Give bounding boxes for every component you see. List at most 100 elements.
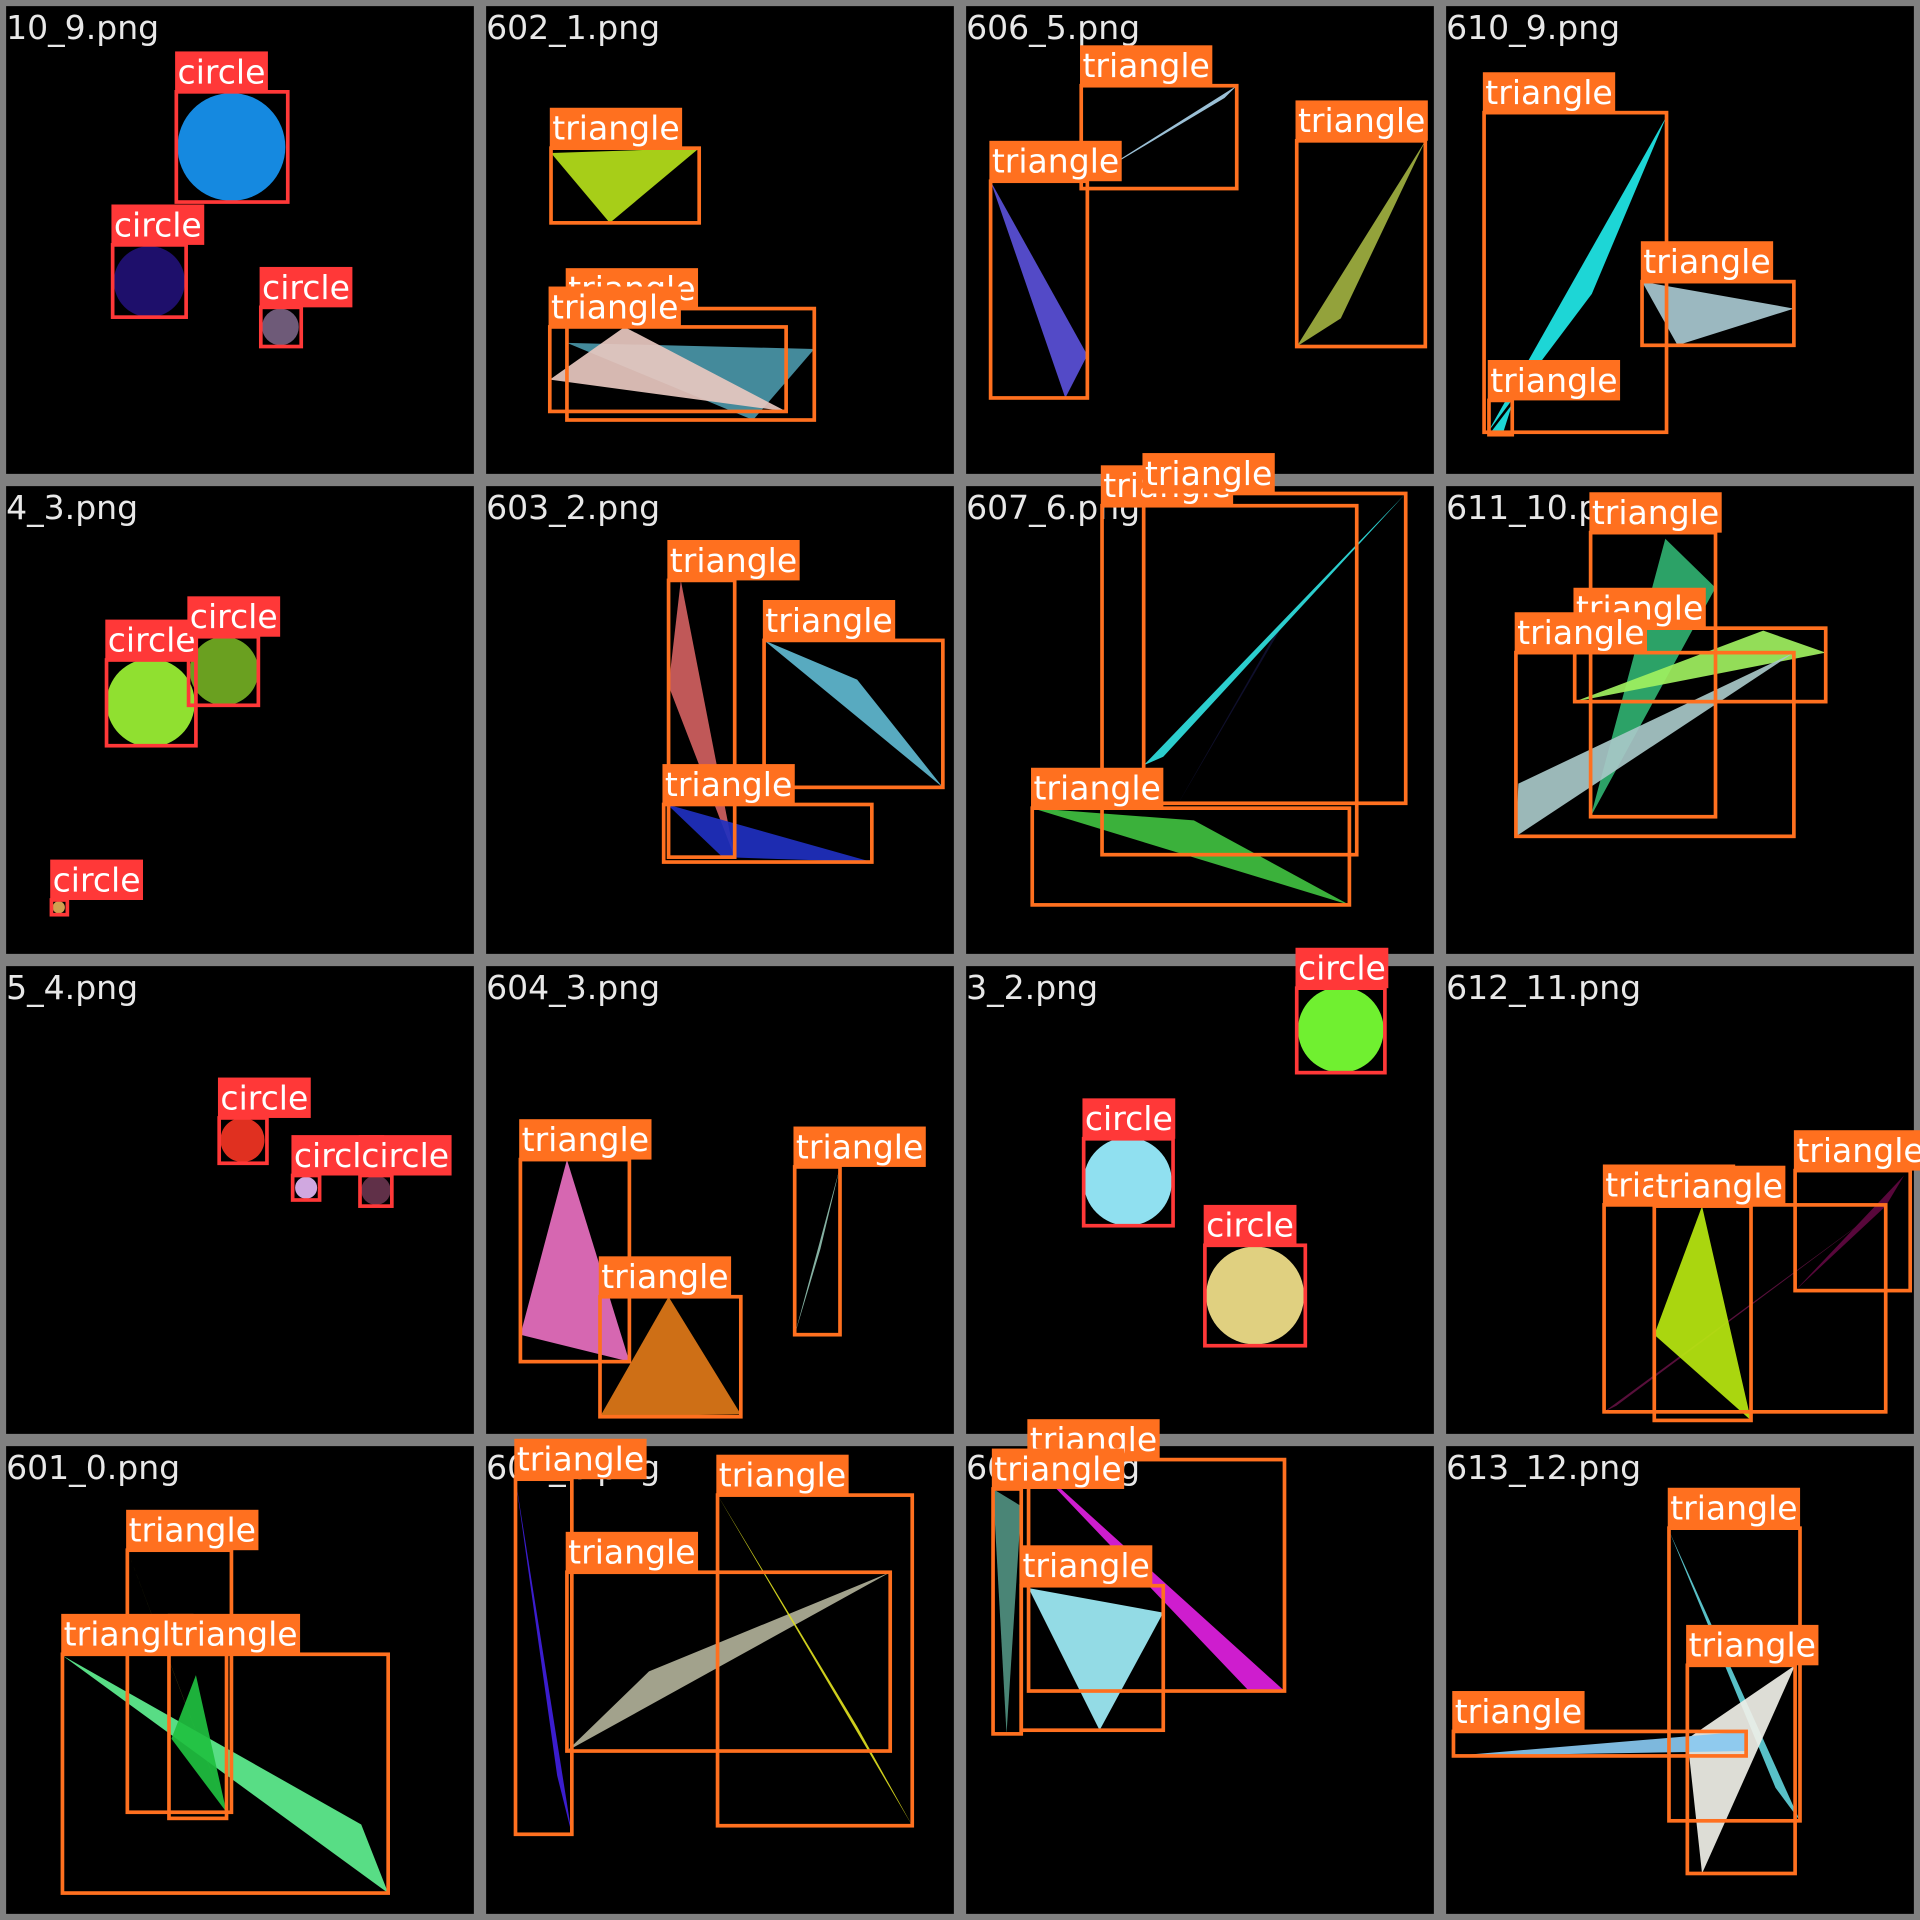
file-name: 613_12.png [1446,1448,1641,1487]
label-background [1653,1165,1786,1207]
detection-label: circle [114,205,202,244]
detection-label: triangle [1517,613,1644,652]
triangle-shape [1028,1459,1285,1692]
label-background [548,286,681,327]
label-background [991,1448,1125,1489]
detection-label: circle [1206,1206,1294,1245]
label-background [1142,453,1275,494]
detection-label: triangle [1485,73,1612,112]
triangle-shape [1604,1204,1886,1412]
label-background [105,619,199,660]
triangle-shape [794,1166,840,1335]
triangle-shape [1143,493,1406,766]
bounding-box [1030,806,1352,907]
label-background [662,764,795,805]
label-background [793,1126,926,1167]
circle-shape [106,658,195,747]
detection-label: triangle [522,1120,649,1159]
circle-shape [295,1176,318,1199]
detection-label: triangle [1592,493,1719,532]
detection-label: triangle [992,142,1119,181]
triangle-shape [717,1495,913,1826]
label-background [217,1077,311,1118]
label-background [1031,767,1164,809]
bounding-box [1793,1168,1913,1293]
label-background [175,51,268,92]
triangle-shape [990,181,1088,398]
detection-label: triangle [1033,769,1160,808]
triangle-shape [566,1572,891,1752]
label-background [519,1119,652,1160]
detection-label: triangle [1643,242,1770,281]
detection-label: triangle [1082,46,1209,85]
bounding-box [358,1173,394,1208]
triangle-shape [1654,1206,1752,1421]
detection-label: triangle [1298,101,1425,140]
file-name: 5_4.png [6,968,138,1007]
triangle-shape [1487,116,1667,433]
file-name: 604_3.png [486,968,660,1007]
detection-label: triangle [1796,1131,1920,1170]
triangle-shape [1668,1530,1800,1821]
detection-label: triangle [552,109,679,148]
detection-label: triangle [665,765,792,804]
label-background [111,204,205,245]
detection-label: circle [108,620,196,659]
label-background [1487,360,1621,401]
circle-shape [52,901,65,914]
detection-label: triangle [1670,1489,1797,1528]
label-background [167,1613,301,1655]
detection-label: triangle [994,1449,1121,1488]
label-background [259,266,353,308]
label-background [1295,947,1389,989]
detection-label: triangle [551,287,678,326]
bounding-box [565,1570,893,1753]
tile-image [6,966,474,1434]
label-background [1020,1545,1153,1586]
detection-label: circle [220,1078,308,1117]
triangle-shape [1488,404,1513,435]
triangle-shape [993,1488,1022,1734]
triangle-shape [1175,630,1280,809]
detection-label: triangle [719,1456,846,1495]
circle-shape [220,1117,265,1163]
detection-label: triangle [1455,1692,1582,1731]
label-background [1482,72,1616,113]
tile: 604_3.png triangle triangle triangle [486,966,954,1434]
detection-label: triangle [517,1440,644,1479]
detection-label: triangle [1689,1626,1816,1665]
tile-image [966,486,1434,954]
detection-label: triangle [765,601,892,640]
label-background [549,107,683,149]
file-name: 603_2.png [486,488,660,527]
file-name: 3_2.png [966,968,1098,1007]
detection-label: circle [361,1136,449,1175]
circle-shape [262,308,299,346]
tile: 610_9.png triangle triangle triangle [1446,6,1914,474]
detection-label: circle [53,860,141,899]
file-name: 602_1.png [486,8,660,47]
circle-shape [189,636,259,706]
tile-image [966,1446,1434,1914]
triangle-shape [549,326,787,412]
triangle-shape [551,148,700,223]
label-background [1514,612,1648,653]
label-background [565,1531,699,1573]
circle-shape [1206,1246,1305,1345]
label-background [50,859,144,900]
detection-label: circle [1298,949,1386,988]
label-background [187,596,281,637]
circle-shape [177,93,286,201]
circle-shape [361,1175,391,1205]
detection-label: circle [190,597,278,636]
